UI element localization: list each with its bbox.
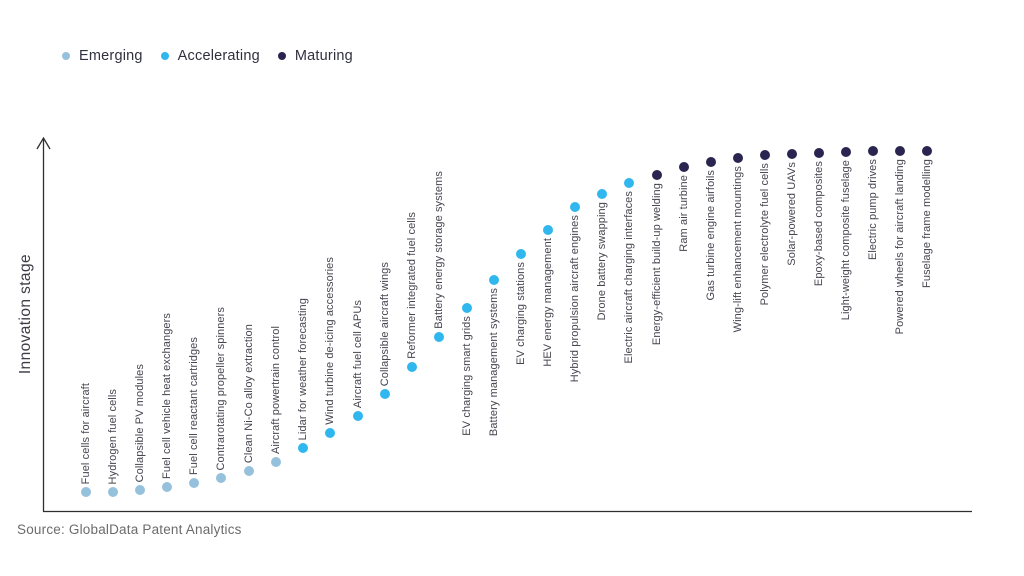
point-label: Fuel cell vehicle heat exchangers <box>161 313 173 479</box>
accelerating-dot-icon <box>160 52 169 60</box>
data-point <box>624 178 634 188</box>
point-label: EV charging smart grids <box>461 316 473 436</box>
point-label: Polymer electrolyte fuel cells <box>759 163 771 306</box>
data-point <box>135 485 145 495</box>
data-point <box>380 389 390 399</box>
data-point <box>462 303 472 313</box>
point-label: Fuel cell reactant cartridges <box>188 336 200 475</box>
legend-item-accelerating: Accelerating <box>160 48 260 64</box>
data-point <box>814 148 824 158</box>
point-label: Fuselage frame modelling <box>921 159 933 288</box>
point-label: Reformer integrated fuel cells <box>406 212 418 359</box>
point-label: Lidar for weather forecasting <box>297 297 309 440</box>
data-point <box>787 149 797 159</box>
y-axis-arrow-icon <box>36 136 51 150</box>
point-label: Wind turbine de-icing accessories <box>324 257 336 425</box>
data-point <box>271 457 281 467</box>
data-point <box>760 150 770 160</box>
point-label: Electric pump drives <box>867 159 879 261</box>
point-label: Fuel cells for aircraft <box>80 382 92 484</box>
data-point <box>216 473 226 483</box>
point-label: Electric aircraft charging interfaces <box>623 191 635 364</box>
source-note: Source: GlobalData Patent Analytics <box>17 522 242 537</box>
legend-item-maturing: Maturing <box>277 48 353 64</box>
point-label: Epoxy-based composites <box>813 161 825 287</box>
point-label: HEV energy management <box>542 238 554 367</box>
data-point <box>868 146 878 156</box>
point-label: Hydrogen fuel cells <box>107 388 119 484</box>
legend-item-emerging: Emerging <box>62 48 143 64</box>
data-point <box>434 332 444 342</box>
point-label: Ram air turbine <box>678 175 690 252</box>
data-point <box>841 147 851 157</box>
y-axis-title: Innovation stage <box>17 254 34 375</box>
point-label: Energy-efficient build-up welding <box>651 183 663 346</box>
point-label: Hybrid propulsion aircraft engines <box>569 215 581 383</box>
data-point <box>733 153 743 163</box>
legend-label-accelerating: Accelerating <box>177 48 260 64</box>
data-point <box>706 157 716 167</box>
point-label: Battery management systems <box>488 288 500 437</box>
data-point <box>679 162 689 172</box>
data-point <box>597 189 607 199</box>
legend-label-emerging: Emerging <box>79 48 143 64</box>
data-point <box>895 146 905 156</box>
point-label: Aircraft fuel cell APUs <box>352 299 364 408</box>
data-point <box>489 275 499 285</box>
data-point <box>570 202 580 212</box>
data-point <box>407 362 417 372</box>
emerging-dot-icon <box>62 52 70 60</box>
maturing-dot-icon <box>277 52 286 60</box>
legend: Emerging Accelerating Maturing <box>62 48 353 64</box>
point-label: Powered wheels for aircraft landing <box>894 159 906 335</box>
point-label: Clean Ni-Co alloy extraction <box>243 323 255 463</box>
data-point <box>81 487 91 497</box>
data-point <box>652 170 662 180</box>
point-label: Wing-lift enhancement mountings <box>732 166 744 333</box>
data-point <box>516 249 526 259</box>
data-point <box>543 225 553 235</box>
point-label: Battery energy storage systems <box>433 171 445 329</box>
point-label: Solar-powered UAVs <box>786 162 798 266</box>
data-point <box>162 482 172 492</box>
point-label: EV charging stations <box>515 262 527 365</box>
point-label: Collapsible PV modules <box>134 363 146 482</box>
data-point <box>353 411 363 421</box>
point-label: Light-weight composite fuselage <box>840 160 852 321</box>
point-label: Drone battery swapping <box>596 202 608 321</box>
data-point <box>298 443 308 453</box>
data-point <box>244 466 254 476</box>
point-label: Aircraft powertrain control <box>270 325 282 454</box>
point-label: Contrarotating propeller spinners <box>215 306 227 471</box>
data-point <box>108 487 118 497</box>
data-point <box>189 478 199 488</box>
legend-label-maturing: Maturing <box>294 48 353 64</box>
data-point <box>325 428 335 438</box>
point-label: Collapsible aircraft wings <box>379 261 391 386</box>
data-point <box>922 146 932 156</box>
point-label: Gas turbine engine airfoils <box>705 170 717 301</box>
